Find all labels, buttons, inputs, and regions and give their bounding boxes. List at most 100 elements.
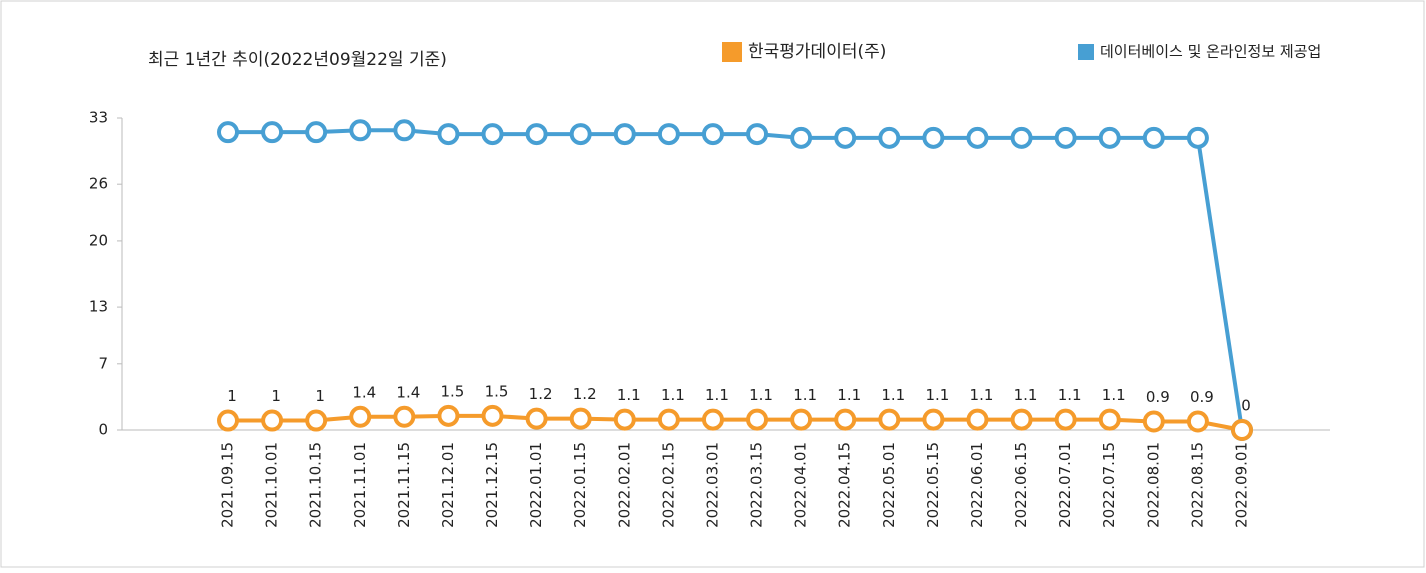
point-marker [834, 408, 857, 431]
point-marker [878, 126, 901, 149]
point-marker [657, 123, 680, 146]
point-marker [966, 126, 989, 149]
point-marker [790, 126, 813, 149]
x-tick-label: 2022.09.01 [1233, 442, 1251, 528]
point-marker [746, 123, 769, 146]
data-label: 1.1 [705, 386, 729, 404]
point-marker [922, 126, 945, 149]
point-marker [613, 408, 636, 431]
data-label: 1.1 [1014, 386, 1038, 404]
point-marker [1186, 410, 1209, 433]
point-marker [525, 123, 548, 146]
point-marker [481, 123, 504, 146]
y-tick-label: 7 [98, 354, 108, 372]
x-tick-label: 2022.04.15 [836, 442, 854, 528]
point-marker [437, 404, 460, 427]
point-marker [1231, 419, 1253, 441]
data-label: 1.5 [485, 382, 509, 400]
data-label: 1.1 [617, 386, 641, 404]
point-marker [305, 121, 328, 144]
x-tick-label: 2022.02.15 [659, 442, 677, 528]
point-marker [1098, 126, 1121, 149]
x-tick-label: 2022.05.15 [924, 442, 942, 528]
point-marker [437, 123, 460, 146]
data-label: 1 [315, 387, 325, 405]
point-marker [261, 121, 284, 144]
point-marker [746, 408, 769, 431]
point-marker [569, 123, 592, 146]
x-tick-label: 2022.02.01 [615, 442, 633, 528]
x-tick-label: 2022.06.15 [1012, 442, 1030, 528]
x-tick-label: 2021.09.15 [219, 442, 237, 528]
x-tick-label: 2022.08.15 [1188, 442, 1206, 528]
point-marker [1054, 408, 1077, 431]
data-label: 1.2 [573, 385, 597, 403]
x-tick-label: 2021.11.01 [351, 442, 369, 528]
x-tick-label: 2021.10.01 [263, 442, 281, 528]
x-tick-label: 2021.12.01 [439, 442, 457, 528]
point-marker [1142, 126, 1165, 149]
point-marker [1054, 126, 1077, 149]
x-tick-label: 2022.05.01 [880, 442, 898, 528]
data-label: 1.5 [441, 382, 465, 400]
x-tick-label: 2021.12.15 [483, 442, 501, 528]
x-tick-label: 2022.06.01 [968, 442, 986, 528]
legend-label: 데이터베이스 및 온라인정보 제공업 [1100, 43, 1321, 61]
data-label: 1 [271, 387, 281, 405]
point-marker [701, 408, 724, 431]
data-label: 1.4 [396, 383, 420, 401]
point-marker [1186, 126, 1209, 149]
data-label: 1.1 [837, 386, 861, 404]
data-label: 1.1 [970, 386, 994, 404]
data-label: 1.1 [793, 386, 817, 404]
x-tick-label: 2022.04.01 [792, 442, 810, 528]
legend-swatch [722, 42, 742, 62]
point-marker [701, 123, 724, 146]
legend-label: 한국평가데이터(주) [748, 42, 886, 62]
y-tick-label: 0 [98, 421, 108, 439]
y-tick-label: 33 [89, 109, 108, 127]
point-marker [305, 409, 328, 432]
point-marker [878, 408, 901, 431]
chart-title: 최근 1년간 추이(2022년09월22일 기준) [148, 50, 447, 70]
data-label: 1.4 [352, 383, 376, 401]
point-marker [1010, 408, 1033, 431]
data-label: 1.1 [1058, 386, 1082, 404]
x-tick-label: 2022.08.01 [1144, 442, 1162, 528]
point-marker [349, 405, 372, 428]
y-tick-label: 13 [89, 298, 108, 316]
data-label: 0.9 [1146, 388, 1170, 406]
point-marker [834, 126, 857, 149]
point-marker [525, 407, 548, 430]
point-marker [657, 408, 680, 431]
x-tick-label: 2021.10.15 [307, 442, 325, 528]
y-tick-label: 20 [89, 231, 108, 249]
data-label: 0 [1241, 397, 1251, 415]
x-tick-label: 2022.03.15 [748, 442, 766, 528]
point-marker [393, 405, 416, 428]
y-tick-label: 26 [89, 175, 108, 193]
point-marker [217, 121, 239, 144]
x-tick-label: 2022.01.01 [527, 442, 545, 528]
point-marker [569, 407, 592, 430]
x-tick-label: 2022.07.15 [1100, 442, 1118, 528]
legend-swatch [1078, 44, 1094, 60]
data-label: 1.1 [749, 386, 773, 404]
data-label: 1.1 [925, 386, 949, 404]
x-tick-label: 2021.11.15 [395, 442, 413, 528]
x-tick-label: 2022.01.15 [571, 442, 589, 528]
point-marker [393, 119, 416, 142]
point-marker [481, 404, 504, 427]
data-label: 1.1 [881, 386, 905, 404]
point-marker [1010, 126, 1033, 149]
point-marker [261, 409, 284, 432]
data-label: 1.1 [1102, 386, 1126, 404]
point-marker [922, 408, 945, 431]
point-marker [349, 119, 372, 142]
point-marker [966, 408, 989, 431]
x-tick-label: 2022.07.01 [1056, 442, 1074, 528]
data-label: 1 [227, 387, 237, 405]
x-tick-label: 2022.03.01 [703, 442, 721, 528]
